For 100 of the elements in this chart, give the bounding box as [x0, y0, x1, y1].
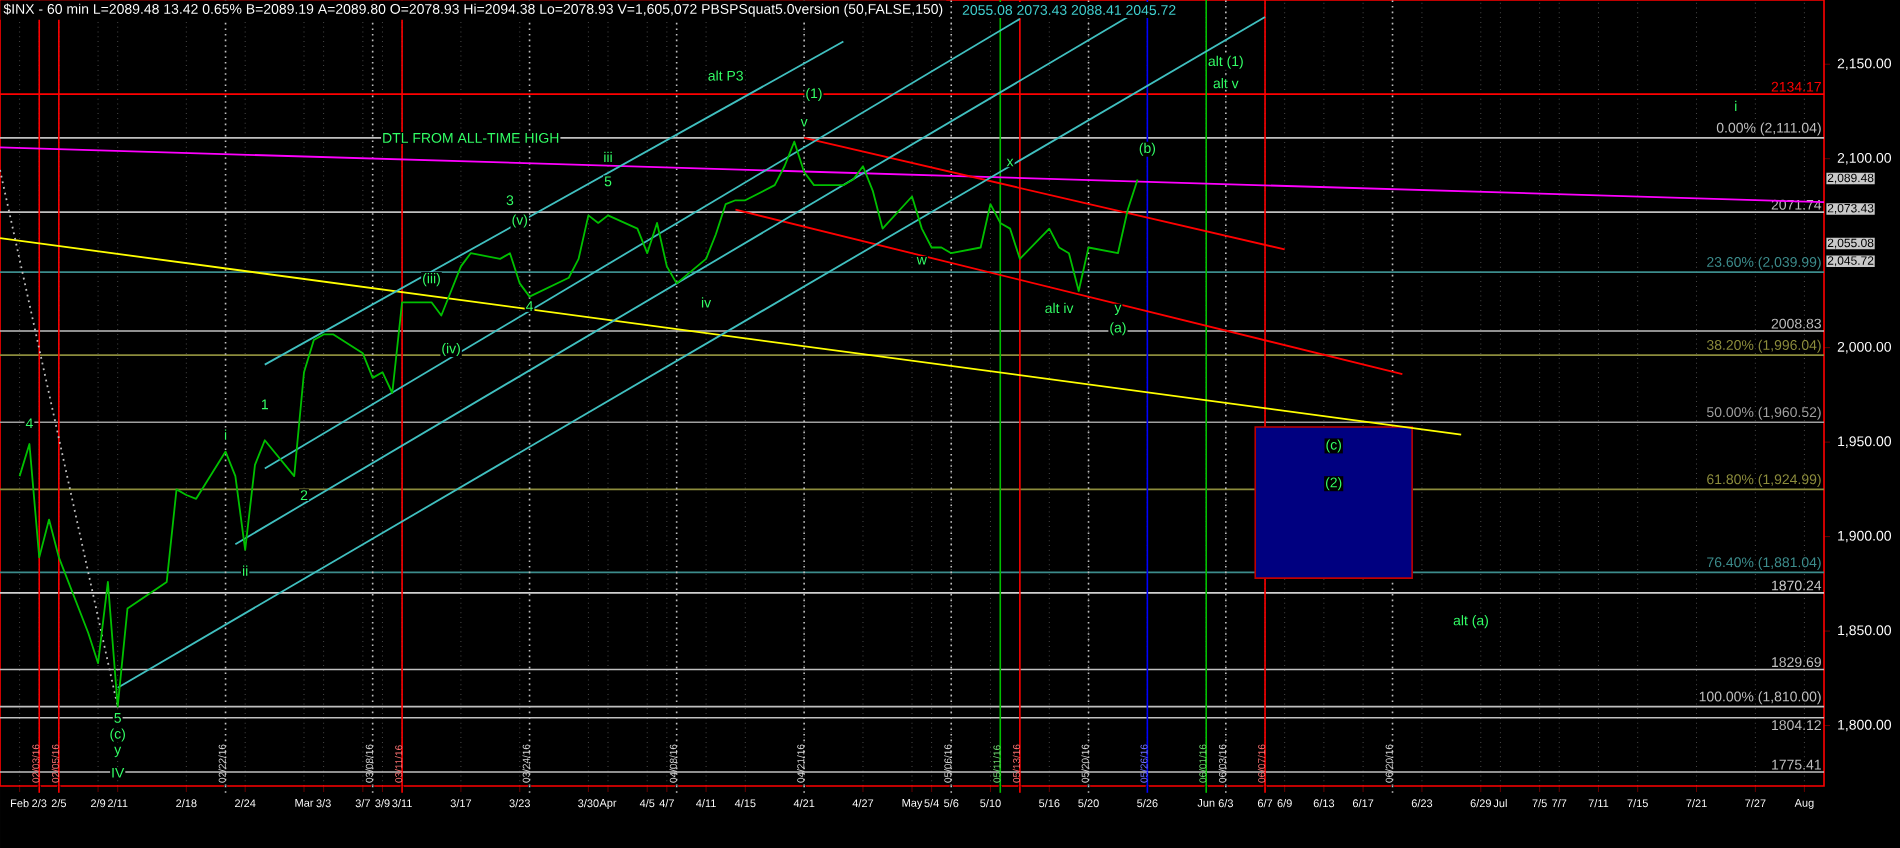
ref-line-label: 1804.12 [1772, 720, 1821, 731]
x-tick-label: 3/7 [355, 799, 370, 808]
x-tick-label: 2/9 [90, 799, 106, 808]
ref-line-label: 05/26/16 [1140, 744, 1148, 783]
annotation: w [916, 257, 927, 265]
x-tick-label: 6/23 [1411, 799, 1433, 808]
ref-line-label: 05/20/16 [1081, 744, 1089, 783]
y-tick-label: 1,950.00 [1838, 436, 1892, 448]
x-tick-label: Jul [1493, 799, 1507, 808]
x-tick-label: 4/5 [639, 799, 655, 808]
x-tick-label: 4/11 [696, 799, 716, 808]
annotation: i [224, 429, 227, 440]
x-tick-label: 6/29 [1470, 799, 1491, 808]
text: 2,089.48 [1827, 173, 1874, 184]
annotation: 4 [25, 418, 33, 429]
x-tick-label: 5/6 [944, 799, 959, 808]
ref-line-label: 05/11/16 [993, 745, 1001, 783]
x-tick-label: 2/18 [176, 799, 197, 808]
annotation: 2 [300, 490, 308, 500]
x-tick-label: 6/7 [1257, 799, 1273, 808]
annotation: x [1006, 158, 1014, 167]
annotation: alt P3 [708, 70, 743, 81]
ref-line-label: 76.40% (1,881.04) [1707, 556, 1821, 571]
x-tick-label: Feb [11, 799, 29, 808]
x-tick-label: 2/3 [32, 799, 47, 808]
annotation: (v) [512, 214, 528, 228]
ref-line-label: 02/05/16 [51, 744, 60, 783]
ref-line-label: 03/24/16 [522, 744, 530, 783]
ref-line-label: 0.00% (2,111.04) [1716, 122, 1821, 136]
text: 2,073.43 [1827, 203, 1874, 214]
x-tick-label: 3/23 [509, 799, 530, 808]
x-tick-label: 6/17 [1352, 799, 1374, 808]
x-tick-label: 5/16 [1039, 799, 1060, 808]
ref-line-label: 02/03/16 [32, 744, 40, 783]
x-tick-label: Mar [295, 799, 314, 807]
annotation: (2) [1326, 477, 1342, 491]
annotation: v [800, 119, 808, 127]
ref-line-label: 38.20% (1,996.04) [1706, 339, 1821, 353]
x-tick-label: 7/27 [1745, 799, 1766, 808]
ref-line-label: 2134.17 [1771, 81, 1821, 92]
annotation: IV [112, 767, 125, 778]
annotation: iv [701, 297, 712, 308]
x-tick-label: May [902, 799, 923, 809]
x-tick-label: 6/9 [1277, 799, 1292, 808]
annotation: (a) [1110, 322, 1126, 336]
x-tick-label: 3/17 [450, 799, 472, 808]
x-tick-label: 7/7 [1552, 799, 1567, 808]
x-tick-label: 3/9 [375, 799, 390, 808]
x-tick-label: 7/15 [1627, 799, 1648, 808]
ref-line-label: 100.00% (1,810.00) [1699, 691, 1821, 705]
x-tick-label: 3/30 [578, 799, 599, 808]
x-tick-label: Apr [599, 799, 617, 809]
ref-line-label: 03/11/16 [394, 745, 403, 783]
x-tick-label: 7/11 [1588, 799, 1609, 808]
ref-line-label: 1775.41 [1772, 759, 1821, 770]
annotation: (c) [1326, 439, 1341, 453]
ref-line-label: 61.80% (1,924.99) [1707, 473, 1821, 487]
annotation: (iii) [423, 273, 440, 287]
x-tick-label: 5/26 [1137, 799, 1158, 808]
x-tick-label: 5/4 [924, 799, 939, 808]
x-tick-label: 6/13 [1313, 799, 1335, 808]
x-tick-label: 3/3 [316, 799, 331, 808]
chart-title: $INX - 60 min L=2089.48 13.42 0.65% B=2089.19 A=2089.80 O=2078.93 Hi=2094.38 Lo=2078.93 V=1,605,072 PBSPSquat5.0version (50,FALSE,150) [3, 3, 943, 17]
x-tick-label: 7/21 [1686, 799, 1707, 808]
ref-line-label: 06/07/16 [1257, 744, 1266, 783]
x-tick-label: 3/11 [392, 799, 412, 808]
ref-line-label: 1829.69 [1772, 657, 1821, 668]
annotation: alt (1) [1208, 55, 1243, 69]
ref-line-label: 02/22/16 [218, 744, 226, 783]
chart-subtitle: 2055.08 2073.43 2088.41 2045.72 [962, 5, 1176, 15]
annotation: iii [604, 151, 612, 162]
annotation: 4 [525, 301, 534, 311]
y-tick-label: 1,850.00 [1838, 625, 1892, 637]
ref-line-label: 05/13/16 [1012, 744, 1021, 783]
annotation: (b) [1139, 142, 1156, 156]
ref-line-label: 2008.83 [1771, 318, 1821, 329]
annotation: DTL FROM ALL-TIME HIGH [383, 132, 559, 143]
annotation: 5 [114, 713, 121, 723]
x-tick-label: 6/3 [1218, 799, 1233, 808]
annotation: (c) [110, 728, 125, 742]
annotation: 3 [506, 195, 514, 206]
x-tick-label: 4/15 [734, 799, 756, 808]
text: 2,055.08 [1827, 238, 1874, 249]
annotation: y [114, 746, 122, 758]
text: 2,045.72 [1827, 256, 1874, 267]
ref-line-label: 06/01/16 [1199, 744, 1207, 783]
x-tick-label: 4/21 [793, 799, 815, 808]
annotation: alt (a) [1453, 615, 1488, 629]
annotation: y [1114, 304, 1122, 316]
y-tick-label: 1,900.00 [1838, 530, 1892, 543]
ref-line-label: 1870.24 [1772, 580, 1822, 591]
x-tick-label: 2/5 [51, 799, 67, 808]
x-tick-label: 4/27 [852, 799, 874, 808]
annotation: alt v [1213, 78, 1239, 89]
x-tick-label: 4/7 [659, 799, 674, 808]
y-tick-label: 2,100.00 [1837, 152, 1892, 165]
ref-line-label: 50.00% (1,960.52) [1706, 406, 1821, 420]
ref-line-label: 06/03/16 [1218, 744, 1227, 783]
annotation: 1 [261, 399, 268, 410]
ref-line-label: 06/20/16 [1385, 744, 1393, 783]
